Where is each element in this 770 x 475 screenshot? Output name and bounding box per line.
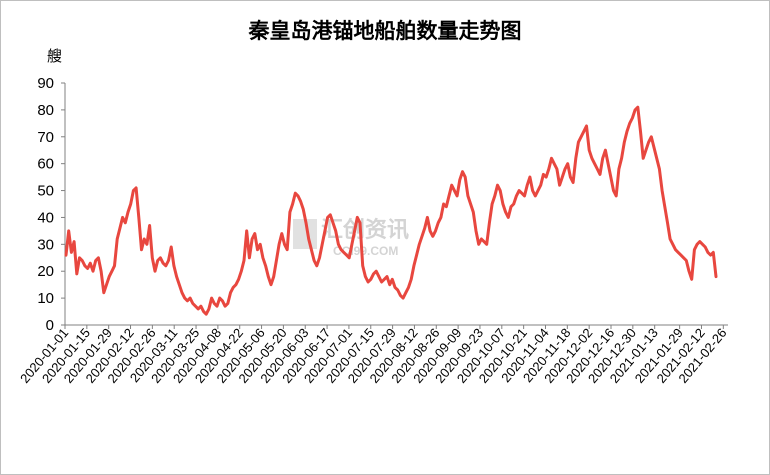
y-tick-label: 60 <box>37 156 54 173</box>
chart-title: 秦皇岛港锚地船舶数量走势图 <box>248 18 522 43</box>
y-tick-label: 30 <box>37 236 54 253</box>
y-tick-label: 70 <box>37 129 54 146</box>
series-line <box>64 105 718 316</box>
y-axis-unit-label: 艘 <box>47 47 63 65</box>
y-tick-label: 90 <box>37 75 54 92</box>
y-tick-label: 20 <box>37 263 54 280</box>
y-tick-label: 40 <box>37 209 54 226</box>
y-tick-label: 80 <box>37 102 54 119</box>
y-tick-label: 10 <box>37 290 54 307</box>
y-tick-label: 0 <box>46 317 54 334</box>
y-tick-label: 50 <box>37 183 54 200</box>
